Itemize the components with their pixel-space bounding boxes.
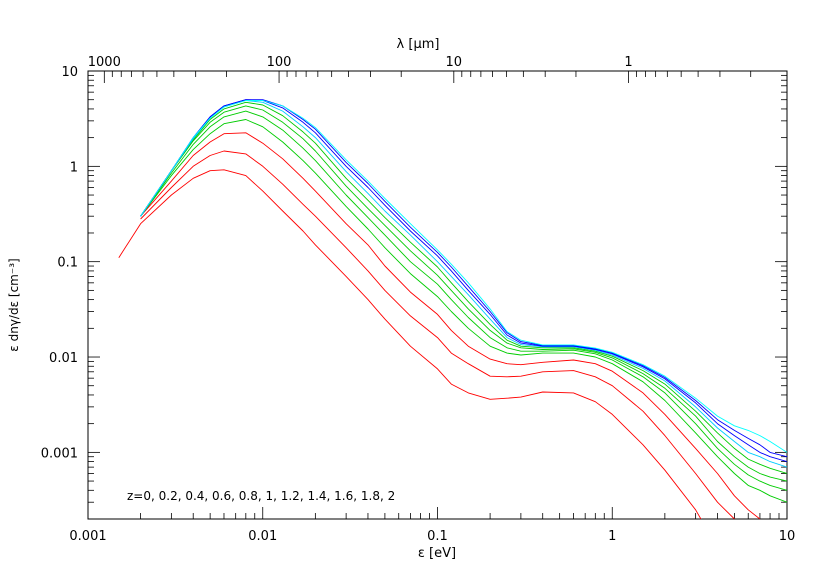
series-line-4 <box>140 110 787 491</box>
top-axis-label: λ [μm] <box>397 37 440 52</box>
y-tick-label: 0.01 <box>49 351 78 366</box>
x-tick-label: 0.1 <box>427 529 448 544</box>
series-line-2 <box>140 132 761 519</box>
top-tick-label: 10 <box>446 55 463 70</box>
y-axis-label: ε dnγ/dε [cm⁻³] <box>7 258 21 351</box>
series-line-0 <box>118 169 702 519</box>
series-line-9 <box>140 99 787 458</box>
top-tick-label: 1 <box>624 55 632 70</box>
x-tick-label: 10 <box>779 529 796 544</box>
y-tick-label: 0.001 <box>41 446 78 461</box>
y-tick-label: 1 <box>70 160 78 175</box>
series-line-3 <box>140 119 787 503</box>
axis-ticks <box>87 70 788 520</box>
x-tick-label: 0.001 <box>69 529 106 544</box>
x-axis-label: ε [eV] <box>418 546 456 561</box>
x-tick-label: 1 <box>608 529 616 544</box>
top-tick-label: 1000 <box>88 55 121 70</box>
redshift-annotation: z=0, 0.2, 0.4, 0.6, 0.8, 1, 1.2, 1.4, 1.… <box>127 489 395 503</box>
x-tick-label: 0.01 <box>248 529 277 544</box>
series-line-1 <box>140 150 735 519</box>
series-line-10 <box>140 100 787 453</box>
series-line-7 <box>140 100 787 468</box>
series-layer <box>118 99 787 519</box>
series-line-5 <box>140 105 787 482</box>
tick-labels: 0.001 0.01 0.1 1 10 0.001 0.01 0.1 1 10 1000 100 10 1 <box>41 55 795 544</box>
y-tick-label: 0.1 <box>57 256 78 271</box>
top-tick-label: 100 <box>267 55 292 70</box>
y-tick-label: 10 <box>61 65 78 80</box>
series-line-6 <box>140 101 787 474</box>
